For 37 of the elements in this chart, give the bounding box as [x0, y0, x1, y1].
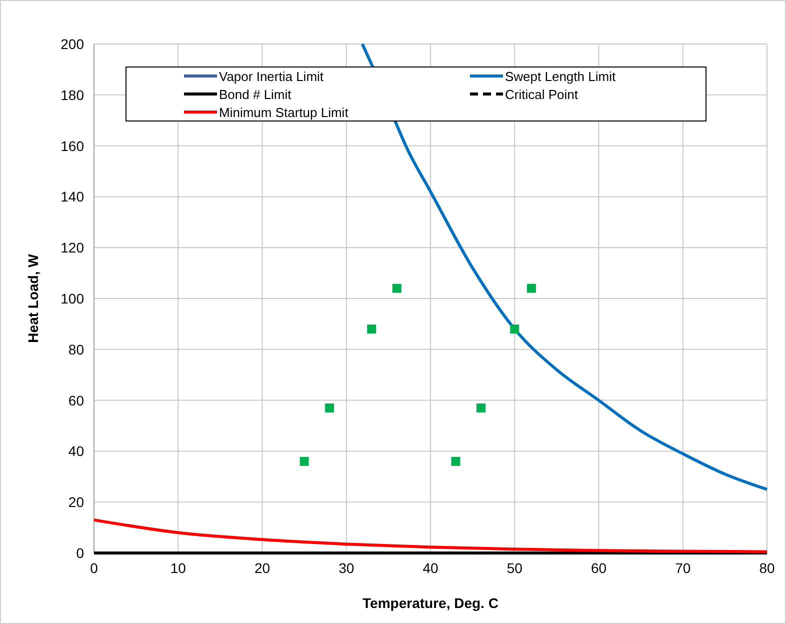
point [510, 324, 520, 334]
y-tick-label: 20 [68, 494, 84, 510]
point [367, 324, 376, 334]
point [476, 403, 486, 412]
x-tick-label: 60 [590, 560, 607, 576]
y-tick-label: 80 [68, 341, 84, 358]
point [451, 456, 460, 466]
y-tick-label: 160 [60, 138, 84, 154]
x-tick-label: 80 [759, 560, 775, 576]
point [300, 456, 309, 466]
point [325, 403, 334, 412]
y-axis-title: Heat Load, W [25, 253, 41, 343]
line-series [92, 518, 768, 554]
y-tick-label: 60 [68, 392, 84, 408]
y-tick-label: 0 [76, 545, 84, 561]
y-tick-label: 180 [60, 86, 84, 103]
x-tick-label: 30 [338, 560, 354, 576]
legend-label: Vapor Inertia Limit [219, 69, 324, 84]
x-tick-label: 50 [506, 560, 523, 576]
point [526, 284, 536, 293]
legend-label: Critical Point [505, 87, 578, 102]
x-tick-label: 0 [90, 560, 98, 576]
line-series [360, 42, 768, 491]
y-tick-label: 40 [68, 443, 84, 460]
legend-label: Minimum Startup Limit [219, 105, 349, 120]
x-axis-title: Temperature, Deg. C [362, 595, 498, 611]
y-tick-label: 200 [60, 36, 84, 52]
y-tick-label: 100 [60, 290, 84, 306]
y-tick-label: 140 [60, 188, 84, 205]
x-tick-label: 20 [254, 560, 270, 576]
x-tick-label: 10 [170, 560, 186, 576]
y-tick-label: 120 [60, 240, 84, 256]
x-tick-label: 40 [422, 560, 438, 576]
legend-label: Bond # Limit [219, 87, 292, 102]
point [392, 284, 402, 293]
legend-label: Swept Length Limit [505, 69, 616, 84]
x-tick-label: 70 [675, 560, 691, 576]
